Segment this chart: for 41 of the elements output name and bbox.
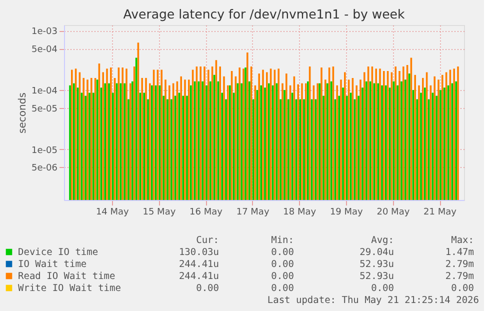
text: 244.41u <box>178 259 219 270</box>
y-tick-label: 1e-04 <box>32 86 58 97</box>
text: 0.00 <box>371 283 394 294</box>
legend-label: IO Wait time <box>18 259 87 270</box>
y-tick-label: 1e-03 <box>32 27 58 38</box>
text: 0.00 <box>271 271 294 282</box>
text: Last update: Thu May 21 21:25:14 2026 <box>267 295 480 306</box>
text: 130.03u <box>178 247 219 258</box>
text: 0.00 <box>451 283 474 294</box>
text: 0.00 <box>271 283 294 294</box>
text: 2.79m <box>445 271 474 282</box>
text: 244.41u <box>178 271 219 282</box>
text: 2.79m <box>445 259 474 270</box>
text: Avg: <box>371 235 394 246</box>
legend-label: Write IO Wait time <box>18 283 122 294</box>
chart-title: Average latency for /dev/nvme1n1 - by week <box>123 6 406 22</box>
text: 52.93u <box>360 271 394 282</box>
text: Cur: <box>196 235 219 246</box>
y-tick-label: 5e-05 <box>32 104 58 114</box>
legend-label: Device IO time <box>18 247 98 258</box>
y-tick-label: 5e-06 <box>32 164 58 174</box>
text: 52.93u <box>360 259 394 270</box>
x-tick-label: 20 May <box>376 208 410 218</box>
y-tick-label: 1e-05 <box>32 146 58 156</box>
text: 0.00 <box>271 259 294 270</box>
text: 29.04u <box>360 247 394 258</box>
y-tick-label: 5e-04 <box>32 45 58 56</box>
text: 1.47m <box>445 247 474 258</box>
text: 0.00 <box>271 247 294 258</box>
x-tick-label: 21 May <box>424 208 458 218</box>
x-tick-label: 15 May <box>142 208 176 218</box>
text: Max: <box>451 235 474 246</box>
x-tick-label: 14 May <box>96 208 130 218</box>
x-tick-label: 19 May <box>330 208 364 218</box>
x-tick-label: 17 May <box>236 208 270 218</box>
text: Min: <box>271 235 294 246</box>
y-axis-title: seconds <box>18 92 29 134</box>
x-tick-label: 16 May <box>190 208 224 218</box>
legend-label: Read IO Wait time <box>18 271 116 282</box>
text: 0.00 <box>196 283 220 294</box>
x-tick-label: 18 May <box>283 208 317 218</box>
